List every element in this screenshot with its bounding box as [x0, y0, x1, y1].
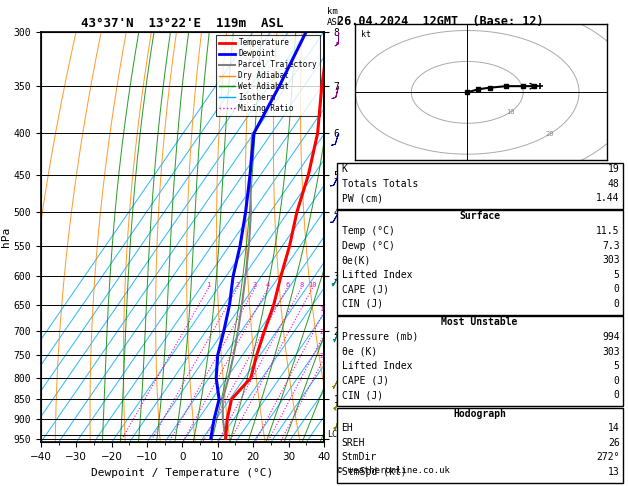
- Text: 13: 13: [608, 467, 620, 477]
- Text: 14: 14: [608, 423, 620, 434]
- Text: 303: 303: [602, 255, 620, 265]
- Text: 6: 6: [285, 282, 289, 288]
- Text: 994: 994: [602, 332, 620, 342]
- Text: CIN (J): CIN (J): [342, 390, 382, 400]
- Text: 25: 25: [320, 353, 328, 359]
- Text: Hodograph: Hodograph: [453, 409, 506, 419]
- Text: 8: 8: [299, 282, 303, 288]
- Text: kt: kt: [361, 31, 371, 39]
- Text: 2: 2: [235, 282, 240, 288]
- Text: CAPE (J): CAPE (J): [342, 284, 389, 295]
- Text: 10: 10: [506, 109, 515, 115]
- Text: 272°: 272°: [596, 452, 620, 463]
- Text: 5: 5: [614, 361, 620, 371]
- Legend: Temperature, Dewpoint, Parcel Trajectory, Dry Adiabat, Wet Adiabat, Isotherm, Mi: Temperature, Dewpoint, Parcel Trajectory…: [216, 35, 320, 116]
- Y-axis label: hPa: hPa: [1, 227, 11, 247]
- Text: CIN (J): CIN (J): [342, 299, 382, 309]
- Text: 303: 303: [602, 347, 620, 357]
- Text: θe (K): θe (K): [342, 347, 377, 357]
- Text: 5: 5: [614, 270, 620, 280]
- Text: StmDir: StmDir: [342, 452, 377, 463]
- Text: 20: 20: [320, 329, 328, 335]
- Text: 26: 26: [608, 438, 620, 448]
- Text: CAPE (J): CAPE (J): [342, 376, 389, 386]
- Text: K: K: [342, 164, 347, 174]
- Text: 16: 16: [320, 306, 328, 312]
- Text: Lifted Index: Lifted Index: [342, 361, 412, 371]
- Text: EH: EH: [342, 423, 353, 434]
- Text: 7.3: 7.3: [602, 241, 620, 251]
- Text: Most Unstable: Most Unstable: [442, 317, 518, 328]
- Text: 1: 1: [206, 282, 211, 288]
- Text: 10: 10: [308, 282, 317, 288]
- Text: Totals Totals: Totals Totals: [342, 179, 418, 189]
- Text: 0: 0: [614, 390, 620, 400]
- Text: 11.5: 11.5: [596, 226, 620, 236]
- X-axis label: Dewpoint / Temperature (°C): Dewpoint / Temperature (°C): [91, 468, 274, 478]
- Text: 1.44: 1.44: [596, 193, 620, 204]
- Text: Surface: Surface: [459, 211, 500, 222]
- Title: 43°37'N  13°22'E  119m  ASL: 43°37'N 13°22'E 119m ASL: [81, 17, 284, 31]
- Text: 3: 3: [253, 282, 257, 288]
- Text: 48: 48: [608, 179, 620, 189]
- Text: 0: 0: [614, 284, 620, 295]
- Text: θe(K): θe(K): [342, 255, 371, 265]
- Text: 20: 20: [545, 131, 554, 137]
- Text: Pressure (mb): Pressure (mb): [342, 332, 418, 342]
- Text: 0: 0: [614, 299, 620, 309]
- Text: LCL: LCL: [327, 430, 342, 439]
- Text: Lifted Index: Lifted Index: [342, 270, 412, 280]
- Text: 0: 0: [614, 376, 620, 386]
- Text: © weatheronline.co.uk: © weatheronline.co.uk: [337, 466, 449, 475]
- Text: 19: 19: [608, 164, 620, 174]
- Text: Temp (°C): Temp (°C): [342, 226, 394, 236]
- Text: 26.04.2024  12GMT  (Base: 12): 26.04.2024 12GMT (Base: 12): [337, 15, 543, 28]
- Text: 4: 4: [266, 282, 270, 288]
- Text: Dewp (°C): Dewp (°C): [342, 241, 394, 251]
- Text: PW (cm): PW (cm): [342, 193, 382, 204]
- Text: SREH: SREH: [342, 438, 365, 448]
- Text: StmSpd (kt): StmSpd (kt): [342, 467, 406, 477]
- Text: km
ASL: km ASL: [327, 7, 343, 27]
